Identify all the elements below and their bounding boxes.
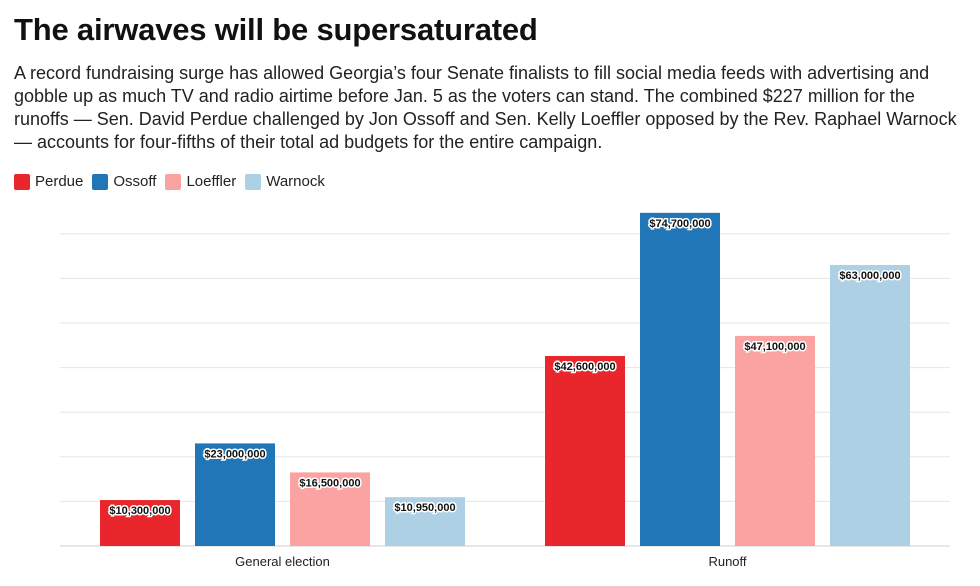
data-label-perdue-runoff: $42,600,000: [554, 361, 615, 373]
legend-swatch-loeffler: [165, 173, 182, 190]
legend-item-perdue: Perdue: [14, 173, 83, 190]
chart-title: The airwaves will be supersaturated: [14, 12, 538, 47]
data-label-ossoff-general: $23,000,000: [204, 448, 265, 460]
data-label-loeffler-runoff: $47,100,000: [744, 341, 805, 353]
legend-swatch-ossoff: [92, 173, 109, 190]
data-label-warnock-runoff: $63,000,000: [839, 270, 900, 282]
bar-chart: $10,300,000 $23,000,000 $16,500,000 $10,950…: [60, 212, 950, 569]
legend-item-ossoff: Ossoff: [92, 173, 156, 190]
category-label-runoff: Runoff: [708, 554, 746, 569]
data-label-ossoff-runoff: $74,700,000: [649, 218, 710, 230]
category-label-general: General election: [235, 554, 330, 569]
data-label-loeffler-general: $16,500,000: [299, 477, 360, 489]
legend-label-loeffler: Loeffler: [186, 173, 237, 190]
data-label-perdue-general: $10,300,000: [109, 505, 170, 517]
chart-subtitle: A record fundraising surge has allowed G…: [14, 63, 957, 152]
bar-perdue-runoff: [545, 356, 625, 546]
legend-label-warnock: Warnock: [266, 173, 325, 190]
legend: Perdue Ossoff Loeffler Warnock: [14, 173, 334, 190]
bar-warnock-runoff: [830, 265, 910, 546]
bar-ossoff-general: [195, 443, 275, 546]
bar-loeffler-runoff: [735, 335, 815, 546]
legend-label-ossoff: Ossoff: [113, 173, 157, 190]
bar-warnock-general: [385, 497, 465, 546]
legend-item-loeffler: Loeffler: [165, 173, 236, 190]
bar-loeffler-general: [290, 472, 370, 546]
legend-swatch-perdue: [14, 173, 30, 190]
bar-ossoff-runoff: [640, 212, 720, 546]
data-label-warnock-general: $10,950,000: [394, 502, 455, 514]
legend-swatch-warnock: [245, 173, 262, 190]
legend-label-perdue: Perdue: [35, 173, 84, 190]
bar-perdue-general: [100, 500, 180, 546]
legend-item-warnock: Warnock: [245, 173, 325, 190]
